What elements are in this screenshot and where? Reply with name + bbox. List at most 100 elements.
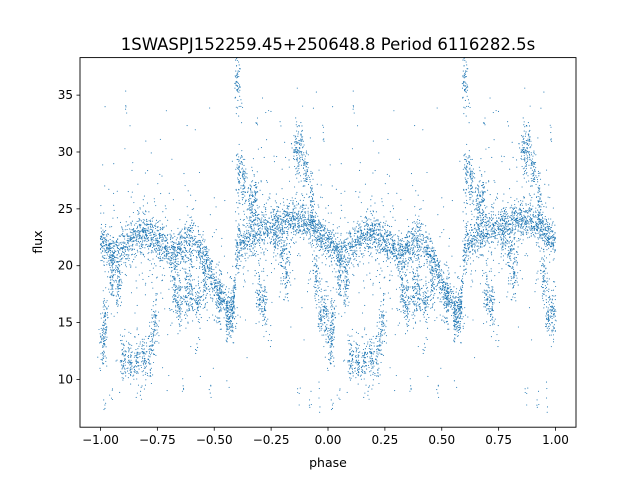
data-point (475, 252, 477, 254)
data-point (379, 232, 381, 234)
data-point (302, 203, 304, 205)
data-point (353, 235, 355, 237)
data-point (423, 248, 425, 250)
data-point (293, 233, 295, 235)
data-point (230, 314, 232, 316)
data-point (184, 255, 186, 257)
data-point (177, 258, 179, 260)
data-point (208, 268, 210, 270)
data-point (204, 266, 206, 268)
data-point (135, 234, 137, 236)
data-point (398, 250, 400, 252)
data-point (113, 261, 115, 263)
data-point (398, 265, 400, 268)
data-point (239, 218, 241, 220)
data-point (439, 293, 441, 295)
data-point (123, 262, 125, 264)
data-point (443, 285, 445, 287)
data-point (321, 262, 323, 264)
data-point (359, 240, 361, 242)
data-point (399, 261, 401, 263)
data-point (175, 242, 177, 244)
data-point (125, 245, 127, 247)
data-point (210, 268, 212, 270)
data-point (163, 267, 165, 269)
data-point (312, 211, 314, 213)
data-point (368, 247, 370, 249)
data-point (488, 221, 490, 223)
data-point (300, 221, 303, 223)
data-point (285, 211, 287, 213)
data-point (274, 214, 277, 216)
data-point (355, 255, 357, 257)
data-point (501, 247, 503, 249)
data-point (367, 239, 369, 241)
data-point (333, 251, 335, 253)
data-point (462, 275, 464, 277)
data-point (204, 260, 206, 262)
data-point (340, 241, 343, 243)
data-point (364, 238, 366, 240)
data-point (149, 226, 151, 228)
data-point (183, 268, 185, 270)
data-point (355, 241, 357, 244)
data-point (433, 253, 435, 255)
data-point (435, 264, 438, 266)
data-point (418, 244, 420, 246)
data-point (367, 228, 369, 230)
data-point (497, 213, 499, 215)
data-point (204, 267, 206, 269)
data-point (545, 235, 547, 237)
data-point (213, 281, 215, 283)
data-point (291, 228, 293, 230)
data-point (292, 237, 294, 239)
data-point (521, 204, 523, 206)
data-point (113, 256, 115, 259)
data-point (457, 308, 459, 310)
data-point (514, 224, 516, 226)
data-point (192, 255, 195, 257)
data-point (551, 224, 553, 226)
data-point (163, 234, 165, 236)
data-point (129, 235, 131, 237)
data-point (457, 317, 459, 319)
data-point (439, 265, 441, 267)
data-point (519, 238, 521, 240)
data-point (297, 226, 299, 228)
data-point (431, 242, 434, 244)
data-point (185, 232, 187, 234)
data-point (402, 250, 404, 252)
data-point (360, 226, 362, 228)
data-point (373, 238, 376, 240)
data-point (520, 231, 522, 233)
data-point (224, 292, 226, 294)
data-point (515, 210, 517, 212)
data-point (148, 220, 150, 222)
data-point (234, 266, 237, 268)
data-point (413, 251, 415, 254)
data-point (387, 238, 389, 240)
data-point (278, 214, 280, 216)
data-point (510, 214, 512, 217)
data-point (390, 238, 392, 240)
data-point (133, 258, 135, 261)
data-point (179, 245, 181, 248)
data-point (118, 253, 120, 255)
data-point (349, 235, 351, 237)
data-point (303, 230, 305, 232)
data-point (387, 258, 389, 260)
data-point (165, 257, 167, 259)
data-point (244, 247, 247, 249)
data-point (193, 249, 195, 251)
data-point (477, 233, 479, 235)
data-point (531, 228, 533, 230)
data-point (169, 233, 171, 235)
data-point (353, 246, 355, 248)
data-point (415, 228, 417, 230)
data-point (316, 232, 318, 234)
data-point (550, 230, 552, 233)
data-point (478, 242, 480, 244)
data-point (441, 292, 443, 294)
data-point (434, 259, 436, 261)
data-point (122, 242, 124, 244)
